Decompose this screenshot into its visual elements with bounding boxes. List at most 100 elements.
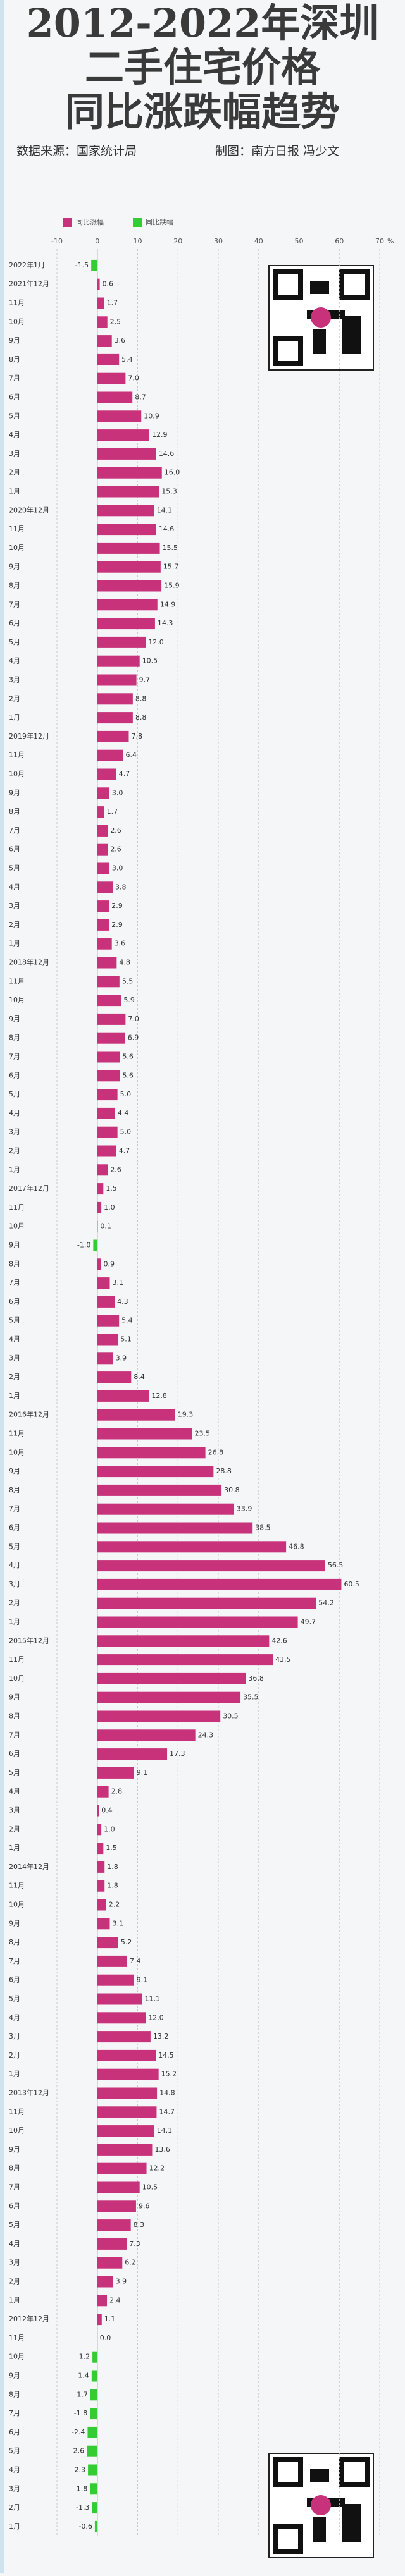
value-label: 17.3 [170, 1750, 185, 1758]
bar [97, 2314, 102, 2326]
value-label: 3.6 [115, 940, 126, 948]
bar [97, 1390, 149, 1402]
category-label: 7月 [9, 1505, 20, 1513]
bar [97, 1277, 110, 1289]
category-label: 11月 [9, 2107, 25, 2116]
value-label: 7.0 [128, 1015, 139, 1023]
bar [97, 1371, 132, 1383]
bar [97, 2295, 108, 2307]
value-label: 23.5 [195, 1430, 211, 1438]
bar [97, 1993, 142, 2005]
value-label: -1.8 [74, 2409, 87, 2417]
category-label: 5月 [9, 638, 20, 646]
value-label: 6.4 [126, 751, 137, 759]
category-label: 9月 [9, 2145, 20, 2154]
bar [97, 938, 112, 950]
bar [97, 1051, 120, 1063]
category-label: 11月 [9, 1882, 25, 1890]
value-label: 3.0 [112, 864, 123, 873]
value-label: -2.4 [72, 2428, 85, 2436]
value-label: 8.3 [134, 2221, 145, 2229]
bar [92, 2351, 97, 2363]
value-label: 9.6 [139, 2202, 150, 2210]
value-label: 9.7 [139, 676, 151, 684]
category-label: 4月 [9, 2013, 20, 2021]
category-label: 9月 [9, 336, 20, 345]
bar [97, 353, 120, 365]
value-label: 14.6 [159, 525, 175, 533]
category-label: 3月 [9, 902, 20, 910]
bar [97, 505, 154, 517]
category-label: 10月 [9, 1222, 25, 1230]
bar [97, 1937, 118, 1949]
value-label: 1.0 [104, 1825, 115, 1833]
category-label: 8月 [9, 2390, 20, 2398]
value-label: 11.1 [145, 1995, 161, 2003]
category-label: 1月 [9, 713, 20, 721]
value-label: 15.3 [161, 488, 177, 496]
bar [97, 1258, 101, 1270]
value-label: 1.8 [107, 1863, 118, 1871]
bar [97, 1334, 118, 1346]
bar [97, 1748, 168, 1760]
bar [97, 448, 156, 460]
bar [87, 2445, 97, 2457]
legend-swatch [63, 218, 72, 227]
category-label: 9月 [9, 1467, 20, 1475]
category-label: 5月 [9, 2447, 20, 2455]
bar [97, 1296, 115, 1308]
bar [97, 843, 108, 856]
category-label: 6月 [9, 1750, 20, 1758]
value-label: 2.6 [110, 845, 122, 854]
bar [97, 1013, 126, 1025]
category-label: 10月 [9, 1901, 25, 1909]
bar [97, 1974, 134, 1986]
category-label: 5月 [9, 2221, 20, 2229]
value-label: -1.4 [75, 2372, 89, 2380]
bar [97, 2049, 156, 2061]
value-label: 2.9 [111, 921, 123, 929]
bar [97, 2125, 154, 2137]
value-label: 9.1 [137, 1769, 148, 1777]
category-label: 2012年12月 [9, 2314, 49, 2323]
category-label: 8月 [9, 1034, 20, 1042]
x-tick-label: 20 [173, 237, 182, 245]
bar [97, 1466, 214, 1478]
bar [97, 1824, 102, 1836]
value-label: 4.3 [117, 1297, 128, 1306]
bar [97, 1201, 102, 1213]
bar [97, 1597, 316, 1609]
bar [92, 2502, 97, 2514]
category-label: 2月 [9, 1373, 20, 1381]
category-label: 7月 [9, 2183, 20, 2192]
category-label: 10月 [9, 2353, 25, 2361]
category-label: 2月 [9, 1825, 20, 1833]
category-label: 9月 [9, 788, 20, 797]
bar [97, 486, 159, 498]
category-label: 6月 [9, 2202, 20, 2210]
value-label: 8.7 [135, 393, 146, 402]
category-label: 4月 [9, 657, 20, 665]
category-label: 1月 [9, 1618, 20, 1626]
bar [97, 599, 158, 611]
category-label: 2014年12月 [9, 1862, 49, 1871]
category-label: 7月 [9, 826, 20, 835]
qr-code [268, 265, 374, 371]
value-label: 2.6 [110, 826, 122, 835]
value-label: 14.6 [159, 450, 175, 458]
category-label: 5月 [9, 1769, 20, 1777]
value-label: 1.5 [106, 1184, 117, 1193]
category-label: 7月 [9, 1279, 20, 1287]
category-label: 3月 [9, 1580, 20, 1588]
category-label: 10月 [9, 544, 25, 552]
category-label: 9月 [9, 563, 20, 571]
category-label: 1月 [9, 1844, 20, 1852]
legend-label: 同比涨幅 [76, 218, 104, 226]
bar [97, 1183, 104, 1195]
category-label: 2月 [9, 921, 20, 929]
source: 数据来源：国家统计局 [16, 144, 137, 158]
category-label: 3月 [9, 2484, 20, 2493]
category-label: 6月 [9, 619, 20, 627]
value-label: 15.9 [164, 582, 180, 590]
